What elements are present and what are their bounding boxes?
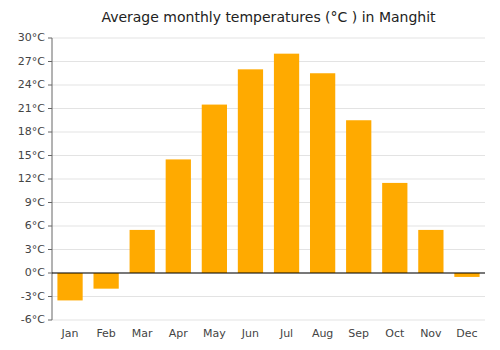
y-tick: [48, 38, 52, 39]
y-tick: [48, 108, 52, 109]
y-tick: [48, 132, 52, 133]
x-tick-label: Jan: [61, 327, 79, 340]
y-tick: [48, 249, 52, 250]
y-tick: [48, 296, 52, 297]
grid-line: [52, 38, 485, 39]
y-tick-label: 15°C: [18, 149, 45, 162]
grid-line: [52, 202, 485, 203]
y-tick-label: 0°C: [25, 266, 45, 279]
y-tick: [48, 61, 52, 62]
bar: [310, 73, 335, 273]
bar: [382, 183, 407, 273]
grid: [52, 38, 485, 320]
y-tick-label: 9°C: [25, 196, 45, 209]
x-tick-label: Dec: [456, 327, 477, 340]
bar: [346, 120, 371, 273]
chart-svg: Average monthly temperatures (°C ) in Ma…: [0, 0, 500, 350]
grid-line: [52, 273, 485, 274]
bar: [57, 273, 82, 300]
y-tick-label: 3°C: [25, 243, 45, 256]
x-tick-label: Nov: [420, 327, 442, 340]
grid-line: [52, 155, 485, 156]
chart-container: Average monthly temperatures (°C ) in Ma…: [0, 0, 500, 350]
x-tick-label: Mar: [132, 327, 153, 340]
grid-line: [52, 108, 485, 109]
y-tick-label: 18°C: [18, 125, 45, 138]
y-tick-label: 24°C: [18, 78, 45, 91]
x-tick-label: Jun: [241, 327, 259, 340]
x-tick-label: Sep: [348, 327, 369, 340]
bar: [418, 230, 443, 273]
x-tick-label: Oct: [385, 327, 405, 340]
y-tick: [48, 202, 52, 203]
y-tick-label: 27°C: [18, 55, 45, 68]
y-tick-label: -3°C: [21, 290, 45, 303]
y-tick: [48, 226, 52, 227]
y-tick: [48, 273, 52, 274]
bar: [166, 159, 191, 273]
x-tick-label: Apr: [169, 327, 189, 340]
grid-line: [52, 61, 485, 62]
x-tick-label: Jul: [279, 327, 293, 340]
bar: [238, 69, 263, 273]
x-tick-label: Feb: [96, 327, 115, 340]
x-tick-label: May: [203, 327, 226, 340]
y-tick-label: 30°C: [18, 31, 45, 44]
zero-line: [52, 272, 485, 273]
y-tick-label: 12°C: [18, 172, 45, 185]
y-tick: [48, 85, 52, 86]
x-axis: Jan Feb Mar Apr May Jun Jul Aug Sep Oct Nov Dec: [61, 327, 478, 340]
bar: [202, 105, 227, 273]
grid-line: [52, 226, 485, 227]
y-axis: -6°C -3°C 0°C 3°C 6°C 9°C 12°C 15°C 18°C 21°C 24°C…: [18, 31, 52, 326]
bars: [57, 54, 479, 301]
grid-line: [52, 320, 485, 321]
y-tick: [48, 320, 52, 321]
y-tick-label: 21°C: [18, 102, 45, 115]
x-tick-label: Aug: [312, 327, 333, 340]
grid-line: [52, 179, 485, 180]
y-tick: [48, 155, 52, 156]
y-axis-line: [52, 38, 53, 320]
grid-line: [52, 296, 485, 297]
grid-line: [52, 85, 485, 86]
grid-line: [52, 132, 485, 133]
bar: [130, 230, 155, 273]
y-tick-label: 6°C: [25, 219, 45, 232]
bar: [93, 273, 118, 289]
bar: [274, 54, 299, 273]
y-tick: [48, 179, 52, 180]
y-tick-label: -6°C: [21, 313, 45, 326]
title: Average monthly temperatures (°C ) in Ma…: [101, 9, 436, 25]
